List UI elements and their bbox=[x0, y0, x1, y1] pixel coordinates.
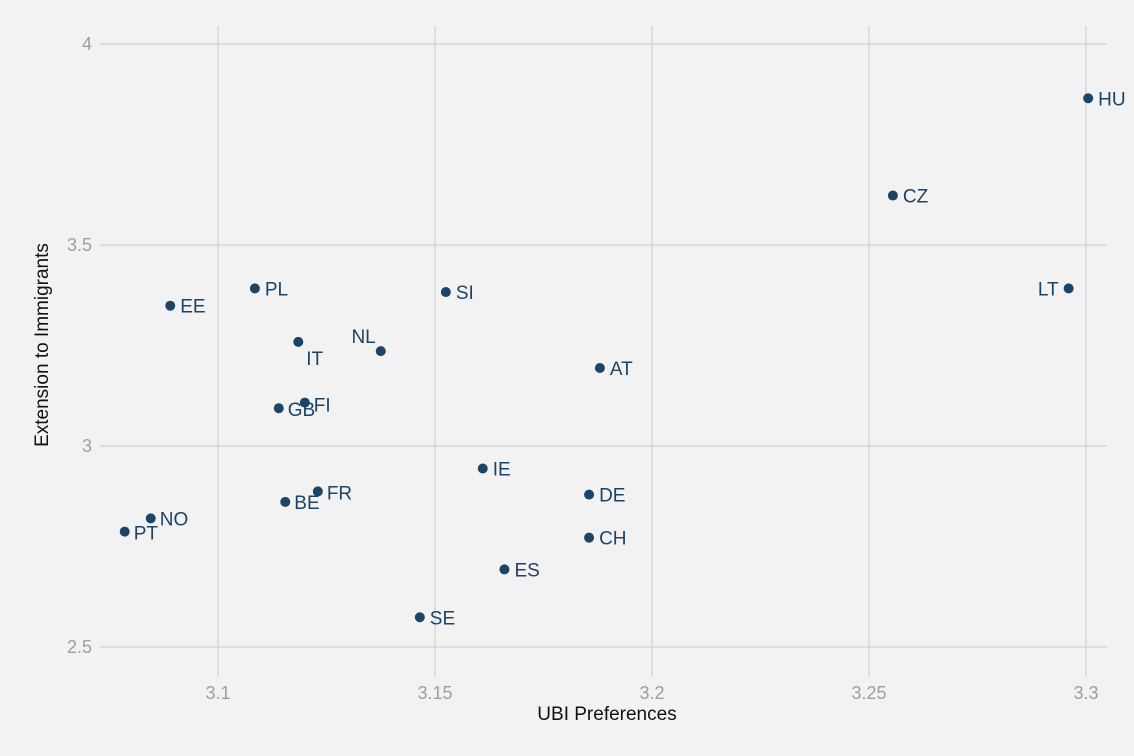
data-point-at bbox=[594, 363, 605, 374]
data-point-es bbox=[499, 564, 510, 575]
point-label-ee: EE bbox=[180, 297, 205, 318]
data-point-de bbox=[584, 489, 595, 500]
x-tick-label: 3.1 bbox=[205, 683, 230, 703]
y-tick-label: 4 bbox=[82, 34, 92, 54]
data-point-gb bbox=[273, 403, 284, 414]
point-label-gb: GB bbox=[288, 400, 315, 421]
x-tick-label: 3.2 bbox=[639, 683, 664, 703]
point-label-at: AT bbox=[610, 359, 633, 380]
point-label-pl: PL bbox=[265, 279, 288, 300]
y-tick-label: 2.5 bbox=[67, 637, 92, 657]
point-label-no: NO bbox=[160, 509, 189, 530]
point-label-fr: FR bbox=[327, 483, 352, 504]
grid bbox=[100, 26, 1107, 677]
point-label-cz: CZ bbox=[903, 187, 929, 208]
data-point-ch bbox=[584, 532, 595, 543]
data-point-ie bbox=[477, 463, 488, 474]
x-tick-label: 3.15 bbox=[417, 683, 452, 703]
data-point-no bbox=[145, 513, 156, 524]
x-axis-ticks: 3.1 3.15 3.2 3.25 3.3 bbox=[205, 683, 1098, 703]
data-point-it bbox=[293, 336, 304, 347]
point-label-si: SI bbox=[456, 283, 474, 304]
data-point-hu bbox=[1083, 93, 1094, 104]
data-point-be bbox=[280, 496, 291, 507]
point-label-be: BE bbox=[294, 493, 319, 514]
x-tick-label: 3.25 bbox=[851, 683, 886, 703]
point-label-it: IT bbox=[306, 349, 323, 370]
data-point-lt bbox=[1063, 283, 1074, 294]
point-label-nl: NL bbox=[351, 327, 375, 348]
data-point-pl bbox=[249, 283, 260, 294]
y-axis-title: Extension to Immigrants bbox=[32, 243, 53, 447]
point-label-es: ES bbox=[514, 560, 539, 581]
point-label-pt: PT bbox=[134, 524, 159, 545]
data-point-pt bbox=[119, 526, 130, 537]
x-tick-label: 3.3 bbox=[1073, 683, 1098, 703]
data-point-se bbox=[414, 612, 425, 623]
point-label-lt: LT bbox=[1038, 279, 1059, 300]
y-tick-label: 3.5 bbox=[67, 235, 92, 255]
data-point-nl bbox=[375, 346, 386, 357]
data-point-fi bbox=[299, 397, 310, 408]
point-label-de: DE bbox=[599, 486, 625, 507]
x-axis-title: UBI Preferences bbox=[537, 704, 676, 725]
data-point-si bbox=[440, 287, 451, 298]
y-tick-label: 3 bbox=[82, 436, 92, 456]
point-label-se: SE bbox=[430, 608, 455, 629]
point-label-ie: IE bbox=[493, 460, 511, 481]
point-label-fi: FI bbox=[314, 396, 331, 417]
point-label-ch: CH bbox=[599, 529, 626, 550]
data-point-cz bbox=[887, 190, 898, 201]
data-point-fr bbox=[312, 486, 323, 497]
point-label-hu: HU bbox=[1098, 89, 1125, 110]
y-axis-ticks: 2.5 3 3.5 4 bbox=[67, 34, 92, 657]
data-point-ee bbox=[165, 300, 176, 311]
